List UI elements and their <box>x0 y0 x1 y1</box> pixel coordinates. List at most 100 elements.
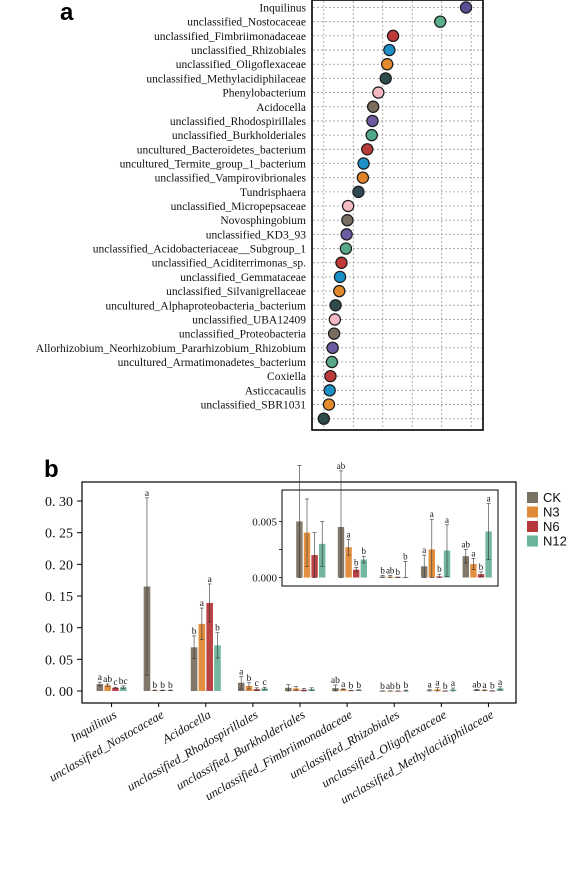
inset-ytick-label: 0.005 <box>252 516 277 528</box>
significance-letter: ab <box>472 680 481 690</box>
significance-letter: b <box>192 627 197 637</box>
panel-a-category-label: unclassified_Vampirovibrionales <box>155 173 307 185</box>
significance-letter: a <box>422 545 426 555</box>
significance-letter: ab <box>462 539 471 549</box>
legend-swatch <box>527 506 538 518</box>
panel-a-category-label: unclassified_Gemmataceae <box>180 272 306 284</box>
panel-a-point <box>357 157 370 170</box>
bar <box>198 623 206 691</box>
panel-a-point <box>366 114 379 128</box>
significance-letter: b <box>380 565 385 575</box>
bar <box>119 687 127 691</box>
significance-letter: a <box>471 548 475 558</box>
panel-a-point <box>340 228 353 241</box>
panel-a-category-label: unclassified_Rhizobiales <box>191 45 306 57</box>
panel-b-ytick-label: 0. 25 <box>45 527 73 542</box>
panel-a-point <box>333 284 346 298</box>
panel-a-label: a <box>60 0 74 26</box>
significance-letter: b <box>356 681 361 691</box>
significance-letter: b <box>160 681 165 691</box>
significance-letter: a <box>145 489 150 499</box>
legend-label: N3 <box>543 505 560 520</box>
bar <box>353 569 360 578</box>
significance-letter: ab <box>386 682 395 692</box>
panel-b-frame <box>81 481 517 704</box>
panel-a-point <box>333 270 347 284</box>
bar <box>112 687 119 691</box>
significance-letter: ab <box>337 461 346 471</box>
legend-swatch <box>527 535 538 547</box>
significance-letter: b <box>247 674 252 684</box>
legend-label: N6 <box>543 519 560 534</box>
significance-letter: a <box>498 678 503 688</box>
bar <box>355 689 363 691</box>
panel-a-point <box>339 242 353 255</box>
panel-a-point <box>322 398 336 411</box>
panel-a-category-label: unclassified_Oligoflexaceae <box>176 59 306 71</box>
panel-a-point <box>335 256 348 269</box>
bar <box>190 647 198 691</box>
panel-b-ytick-label: 0. 15 <box>45 590 73 605</box>
panel-a-category-label: unclassified_Acidobacteriaceae__Subgroup… <box>93 244 307 256</box>
panel-a-category-label: Asticcacaulis <box>245 385 307 397</box>
significance-letter: a <box>451 679 456 689</box>
panel-b-ytick-label: 0. 10 <box>45 622 73 637</box>
significance-letter: b <box>396 682 401 692</box>
panel-b-ytick-label: 0. 20 <box>45 558 73 573</box>
panel-a-point <box>341 213 354 227</box>
panel-a-point <box>356 171 370 184</box>
panel-a-category-label: unclassified_Methylacidiphilaceae <box>146 73 306 85</box>
panel-a-point <box>365 128 378 142</box>
panel-b-ytick-label: 0. 05 <box>45 653 73 668</box>
panel-a-point <box>459 1 473 14</box>
panel-a-category-label: Coxiella <box>267 371 306 383</box>
legend-swatch <box>527 492 538 503</box>
panel-a-category-label: uncultured_Armatimonadetes_bacterium <box>118 357 306 369</box>
significance-letter: b <box>168 681 173 691</box>
significance-letter: b <box>354 557 359 567</box>
bar <box>104 685 111 691</box>
panel-a-point <box>323 384 336 397</box>
panel-b-bar-chart: 0. 000. 050. 100. 150. 200. 250. 30a ab c b… <box>45 461 567 807</box>
legend-label: CK <box>543 490 561 505</box>
panel-a-point <box>327 327 341 340</box>
panel-a-point <box>434 15 447 28</box>
panel-a-point <box>352 185 365 199</box>
panel-a-category-label: unclassified_UBA12409 <box>192 314 306 326</box>
panel-a-point <box>380 58 394 71</box>
panel-a-category-label: unclassified_Aciditerrimonas_sp. <box>152 258 306 270</box>
panel-a-frame <box>311 0 484 431</box>
bar <box>206 602 213 691</box>
panel-a-category-label: unclassified_Fimbriimonadaceae <box>154 31 306 43</box>
significance-letter: c <box>255 679 259 689</box>
bar <box>470 564 477 578</box>
significance-letter: a <box>239 667 244 677</box>
panel-a-dot-plot: Inquilinus unclassified_Nostocaceaeunclas… <box>36 0 484 431</box>
panel-b-label: b <box>44 456 59 483</box>
panel-a-category-label: unclassified_Nostocaceae <box>187 17 306 29</box>
panel-a-point <box>386 29 400 43</box>
panel-a-point <box>366 100 380 113</box>
significance-letter: b <box>396 567 401 577</box>
panel-a-category-label: Novosphingobium <box>220 215 306 227</box>
significance-letter: a <box>435 679 440 689</box>
panel-a-category-label: uncultured_Alphaproteobacteria_bacterium <box>105 300 306 312</box>
panel-a-point <box>324 369 337 383</box>
inset-ytick-label: 0.000 <box>252 573 277 585</box>
panel-a-category-label: unclassified_SBR1031 <box>201 400 307 412</box>
significance-letter: b <box>380 682 385 692</box>
significance-letter: b <box>437 564 442 574</box>
panel-a-point <box>329 299 342 312</box>
significance-letter: b <box>152 681 157 691</box>
legend-swatch <box>527 521 538 532</box>
bar <box>214 645 221 691</box>
panel-a-point <box>361 143 374 156</box>
panel-a-category-label: uncultured_Bacteroidetes_bacterium <box>137 144 306 156</box>
significance-letter: a <box>341 680 346 690</box>
significance-letter: c <box>113 678 117 688</box>
significance-letter: b <box>403 551 408 561</box>
panel-a-category-label: unclassified_KD3_93 <box>206 229 307 241</box>
panel-a-point <box>328 313 342 326</box>
significance-letter: ab <box>103 675 112 685</box>
